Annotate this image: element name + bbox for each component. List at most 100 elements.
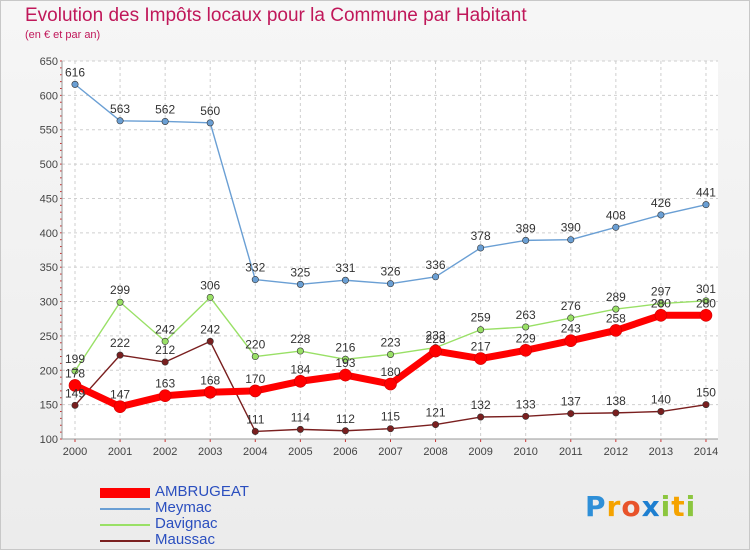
data-point-meymac [432,273,440,281]
data-point-ambrugeat [654,308,668,322]
data-label-meymac: 616 [65,65,85,79]
data-label-maussac: 242 [200,322,220,336]
data-label-maussac: 138 [606,394,626,408]
data-point-maussac [702,401,710,409]
data-label-ambrugeat: 170 [245,372,265,386]
x-tick-label: 2002 [153,446,177,458]
logo-letter: i [685,490,697,523]
data-label-davignac: 233 [426,329,446,343]
data-label-ambrugeat: 180 [380,365,400,379]
data-point-meymac [251,276,259,284]
data-label-maussac: 150 [696,386,716,400]
data-point-maussac [206,337,214,345]
data-point-davignac [477,326,485,334]
logo-letter: t [671,490,686,523]
data-label-meymac: 408 [606,208,626,222]
data-point-ambrugeat [339,368,352,382]
data-point-maussac [657,408,665,416]
data-label-maussac: 121 [426,406,446,420]
data-point-ambrugeat [699,308,713,322]
y-tick-label: 650 [40,56,58,68]
data-label-maussac: 111 [246,412,265,426]
data-label-maussac: 114 [291,410,310,424]
data-label-davignac: 220 [245,338,265,352]
data-label-davignac: 228 [290,332,310,346]
data-point-ambrugeat [429,344,442,358]
data-point-davignac [296,347,304,355]
x-tick-label: 2003 [198,446,222,458]
proxiti-logo: Proxiti [585,490,696,523]
data-label-maussac: 112 [336,412,355,426]
data-point-ambrugeat [203,385,217,399]
data-label-meymac: 563 [110,102,130,116]
data-point-ambrugeat [609,324,623,337]
data-label-maussac: 132 [471,398,491,412]
data-label-ambrugeat: 184 [290,362,310,376]
data-label-maussac: 222 [110,336,130,350]
data-label-ambrugeat: 258 [606,311,626,325]
y-tick-label: 100 [40,434,58,446]
data-point-davignac [116,298,124,306]
data-label-meymac: 331 [335,261,355,275]
data-label-meymac: 332 [245,261,265,275]
data-point-davignac [522,323,530,331]
data-label-meymac: 562 [155,102,175,116]
data-label-davignac: 276 [561,299,581,313]
data-point-davignac [657,300,665,308]
data-point-maussac [71,401,79,409]
data-point-meymac [296,280,304,288]
data-point-ambrugeat [248,384,262,398]
data-point-ambrugeat [474,352,487,365]
logo-letter: x [641,490,661,523]
data-point-maussac [567,410,575,418]
data-label-maussac: 115 [381,410,400,424]
y-tick-label: 450 [40,193,58,205]
data-label-ambrugeat: 168 [200,373,220,387]
x-tick-label: 2012 [604,446,628,458]
data-point-meymac [161,117,169,125]
data-label-meymac: 326 [380,265,400,279]
data-point-maussac [386,425,394,433]
legend-item-ambrugeat: AMBRUGEAT [100,484,320,500]
data-point-ambrugeat [68,379,82,392]
x-tick-label: 2011 [559,446,583,458]
chart-legend: AMBRUGEAT Meymac Davignac Maussac [100,484,320,548]
data-label-ambrugeat: 228 [426,332,446,346]
data-point-ambrugeat [519,344,533,357]
data-point-meymac [386,280,394,288]
data-point-maussac [116,351,124,359]
data-point-maussac [296,425,304,433]
data-label-meymac: 426 [651,196,671,210]
data-point-meymac [702,201,710,209]
data-label-davignac: 199 [65,352,85,366]
data-label-meymac: 336 [426,258,446,272]
data-point-davignac [386,350,394,358]
y-tick-label: 350 [40,262,58,274]
data-label-meymac: 325 [290,265,310,279]
x-tick-label: 2013 [649,446,673,458]
legend-label-davignac: Davignac [155,515,218,532]
legend-label-meymac: Meymac [155,499,212,516]
y-tick-label: 150 [40,400,58,412]
data-point-maussac [522,412,530,420]
data-label-ambrugeat: 178 [65,366,85,380]
data-point-meymac [477,244,485,252]
data-point-maussac [251,427,259,435]
legend-swatch-ambrugeat [100,488,150,498]
logo-letter: P [585,490,607,523]
data-point-davignac [206,293,214,301]
y-tick-label: 400 [40,228,58,240]
data-label-ambrugeat: 229 [516,331,536,345]
data-label-meymac: 378 [471,229,491,243]
x-tick-label: 2001 [108,446,132,458]
data-point-maussac [341,427,349,435]
data-label-davignac: 301 [696,282,716,296]
data-label-davignac: 297 [651,285,671,299]
data-label-maussac: 137 [561,395,581,409]
data-label-ambrugeat: 243 [561,322,581,336]
data-point-meymac [116,117,124,125]
chart-subtitle: (en € et par an) [25,29,101,41]
x-tick-label: 2009 [468,446,492,458]
data-point-ambrugeat [384,377,397,391]
